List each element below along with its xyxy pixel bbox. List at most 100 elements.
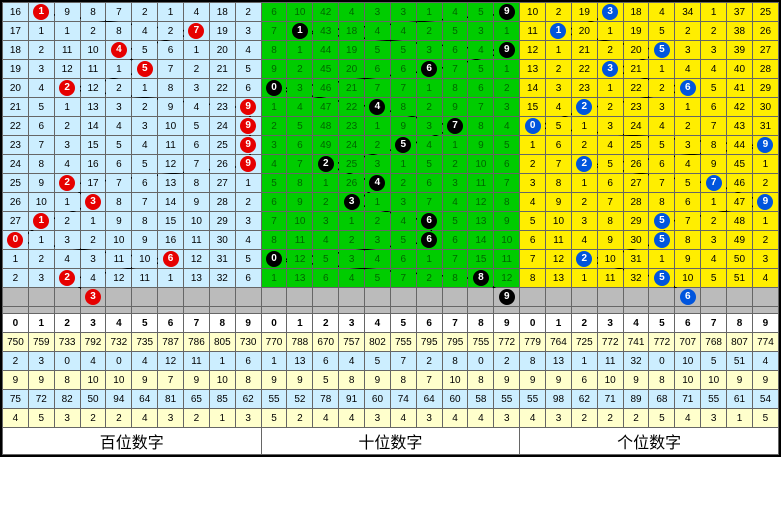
grid-cell: 3 [701, 41, 727, 60]
grid-cell: 41 [727, 79, 753, 98]
summary-cell: 4 [675, 409, 701, 428]
grid-cell: 5 [416, 155, 442, 174]
ball-digit: 9 [240, 137, 256, 153]
grid-cell: 6 [184, 136, 210, 155]
grid-cell: 22 [209, 79, 235, 98]
ball-digit: 7 [188, 23, 204, 39]
grid-cell: 6 [106, 155, 132, 174]
summary-cell: 7 [416, 371, 442, 390]
summary-cell: 7 [158, 371, 184, 390]
ball-digit: 6 [163, 251, 179, 267]
grid-cell: 31 [623, 250, 649, 269]
grid-cell: 1 [80, 212, 106, 231]
grid-cell: 8 [261, 231, 287, 250]
grid-cell: 11 [546, 231, 572, 250]
grid-cell: 27 [3, 212, 29, 231]
ball-digit: 9 [499, 4, 515, 20]
grid-cell: 7 [106, 3, 132, 22]
summary-cell: 788 [287, 333, 313, 352]
header-digit: 0 [520, 314, 546, 333]
grid-cell: 49 [313, 136, 339, 155]
grid-cell: 5 [287, 117, 313, 136]
summary-cell: 4 [468, 409, 494, 428]
grid-cell: 7 [28, 136, 54, 155]
grid-cell: 8 [701, 136, 727, 155]
grid-cell: 6 [390, 60, 416, 79]
grid-cell: 8 [649, 193, 675, 212]
ball-digit: 1 [292, 23, 308, 39]
grid-cell [442, 288, 468, 307]
summary-cell: 11 [597, 352, 623, 371]
grid-cell: 6 [158, 41, 184, 60]
grid-cell: 5 [520, 212, 546, 231]
summary-cell: 8 [339, 371, 365, 390]
grid-cell: 7 [649, 174, 675, 193]
summary-cell: 9 [184, 371, 210, 390]
data-row: 2324121111332611364572881281311132510551… [3, 269, 779, 288]
grid-cell [752, 288, 778, 307]
grid-cell: 3 [235, 22, 261, 41]
ball-digit: 0 [7, 232, 23, 248]
summary-cell: 9 [365, 371, 391, 390]
grid-cell: 3 [235, 212, 261, 231]
grid-cell: 6 [235, 79, 261, 98]
summary-cell: 52 [287, 390, 313, 409]
grid-cell [209, 288, 235, 307]
grid-cell: 8 [520, 269, 546, 288]
grid-cell: 15 [158, 212, 184, 231]
grid-cell: 11 [106, 250, 132, 269]
summary-cell: 9 [132, 371, 158, 390]
summary-cell: 64 [132, 390, 158, 409]
grid-cell: 27 [623, 174, 649, 193]
grid-cell: 26 [209, 155, 235, 174]
ball-digit: 2 [59, 175, 75, 191]
grid-cell: 25 [623, 136, 649, 155]
grid-cell [597, 288, 623, 307]
grid-cell: 11 [54, 41, 80, 60]
header-digit: 1 [546, 314, 572, 333]
grid-cell: 6 [442, 231, 468, 250]
summary-cell: 5 [752, 409, 778, 428]
summary-cell: 3 [494, 409, 520, 428]
summary-cell: 10 [675, 371, 701, 390]
data-row: 2042122183226034621771862143231222654129 [3, 79, 779, 98]
grid-cell: 2 [571, 136, 597, 155]
grid-cell: 5 [235, 250, 261, 269]
grid-cell: 2 [597, 41, 623, 60]
grid-cell: 8 [597, 212, 623, 231]
grid-cell: 5 [649, 212, 675, 231]
summary-cell: 68 [649, 390, 675, 409]
lottery-grid: 1619872141826104243314591021931843413725… [2, 2, 779, 455]
grid-cell: 3 [597, 60, 623, 79]
ball-digit: 6 [421, 61, 437, 77]
grid-cell: 47 [727, 193, 753, 212]
grid-cell: 6 [416, 231, 442, 250]
grid-cell: 5 [468, 60, 494, 79]
summary-cell: 81 [158, 390, 184, 409]
ball-digit: 5 [654, 232, 670, 248]
grid-cell: 4 [365, 98, 391, 117]
grid-cell: 7 [158, 60, 184, 79]
grid-cell: 1 [649, 250, 675, 269]
summary-cell: 65 [184, 390, 210, 409]
grid-cell: 10 [80, 41, 106, 60]
data-row: 271219815102937103124651395103829572481 [3, 212, 779, 231]
summary-cell: 74 [390, 390, 416, 409]
grid-cell: 10 [597, 250, 623, 269]
summary-cell: 4 [390, 409, 416, 428]
data-row: 2610138714928269231374128492728861479 [3, 193, 779, 212]
grid-cell [390, 288, 416, 307]
grid-cell: 2 [313, 155, 339, 174]
grid-cell: 2 [390, 174, 416, 193]
grid-cell: 26 [752, 22, 778, 41]
grid-cell: 8 [261, 41, 287, 60]
grid-cell: 1 [132, 79, 158, 98]
grid-cell: 24 [623, 117, 649, 136]
grid-cell: 7 [442, 117, 468, 136]
grid-cell [3, 288, 29, 307]
grid-cell: 1 [701, 193, 727, 212]
header-digit: 2 [54, 314, 80, 333]
grid-cell: 8 [184, 174, 210, 193]
grid-cell: 9 [675, 250, 701, 269]
grid-cell: 2 [54, 269, 80, 288]
